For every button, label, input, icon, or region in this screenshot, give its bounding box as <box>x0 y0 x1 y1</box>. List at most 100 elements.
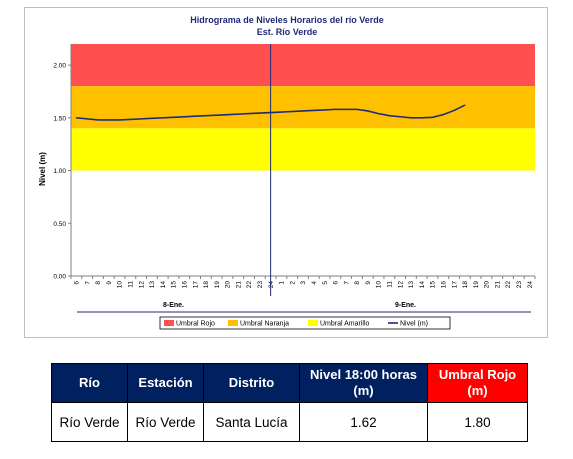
data-point <box>151 117 153 119</box>
header-nivel: Nivel 18:00 horas (m) <box>299 363 428 403</box>
data-point <box>323 109 326 111</box>
x-tick-label: 18 <box>203 281 210 289</box>
data-point <box>345 108 347 110</box>
x-tick-label: 19 <box>473 281 480 289</box>
legend-swatch-0 <box>164 320 174 326</box>
data-point <box>453 109 455 112</box>
x-tick-label: 21 <box>494 281 501 289</box>
x-tick-label: 8 <box>95 281 102 285</box>
legend-entry-label: Umbral Naranja <box>240 321 289 328</box>
threshold-band-1 <box>71 86 535 129</box>
data-point <box>194 115 196 117</box>
data-point <box>97 119 99 121</box>
x-tick-label: 24 <box>527 281 534 289</box>
data-point <box>248 113 250 115</box>
x-tick-label: 5 <box>322 281 329 285</box>
legend-entry-label: Umbral Amarillo <box>320 321 370 328</box>
data-point <box>129 118 131 120</box>
data-point <box>172 116 175 118</box>
day-label: 8-Ene. <box>163 302 184 309</box>
cell-distrito: Santa Lucía <box>203 402 300 442</box>
header-estacion: Estación <box>127 363 204 403</box>
data-point <box>377 113 380 115</box>
data-point <box>270 111 272 114</box>
hydrograph-chart: Hidrograma de Niveles Horarios del río V… <box>38 15 536 330</box>
data-point <box>108 119 110 121</box>
data-point <box>237 113 239 115</box>
threshold-band-0 <box>71 44 535 87</box>
chart-frame: Hidrograma de Niveles Horarios del río V… <box>24 7 548 338</box>
y-tick-label: 2.00 <box>53 63 66 70</box>
data-point <box>216 114 218 116</box>
x-tick-label: 10 <box>376 281 383 289</box>
x-tick-label: 7 <box>84 281 91 285</box>
data-point <box>86 118 88 120</box>
x-tick-label: 17 <box>192 281 199 289</box>
day-label: 9-Ene. <box>395 302 416 309</box>
x-tick-label: 16 <box>182 281 189 289</box>
data-point <box>205 115 207 117</box>
y-tick-label: 1.50 <box>53 115 66 122</box>
x-tick-label: 12 <box>397 281 404 289</box>
x-tick-label: 14 <box>160 281 167 289</box>
cell-estacion: Río Verde <box>127 402 204 442</box>
data-point <box>291 110 293 113</box>
data-point <box>313 109 315 112</box>
x-tick-label: 2 <box>289 281 296 285</box>
x-tick-label: 10 <box>117 281 124 289</box>
x-tick-label: 15 <box>171 281 178 289</box>
x-tick-label: 16 <box>440 281 447 289</box>
x-tick-label: 11 <box>387 281 394 288</box>
cell-nivel: 1.62 <box>299 402 428 442</box>
x-tick-label: 8 <box>354 281 361 285</box>
river-level-table: Río Estación Distrito Nivel 18:00 horas … <box>51 363 528 442</box>
data-point <box>162 117 164 119</box>
x-tick-label: 18 <box>462 281 469 289</box>
threshold-band-2 <box>71 128 535 171</box>
chart-title: Hidrograma de Niveles Horarios del río V… <box>190 15 384 25</box>
data-point <box>118 119 121 121</box>
data-point <box>334 108 336 110</box>
data-point <box>280 111 283 113</box>
data-point <box>140 118 142 120</box>
table-header-row: Río Estación Distrito Nivel 18:00 horas … <box>51 363 528 403</box>
y-axis-label: Nivel (m) <box>38 152 47 186</box>
x-tick-label: 22 <box>505 281 512 289</box>
x-tick-label: 20 <box>484 281 491 289</box>
data-point <box>75 117 77 119</box>
x-tick-label: 14 <box>419 281 426 289</box>
data-point <box>442 114 444 116</box>
x-tick-label: 20 <box>225 281 232 289</box>
data-point <box>367 110 369 112</box>
data-point <box>431 116 434 118</box>
data-point <box>302 110 304 112</box>
x-tick-label: 15 <box>430 281 437 289</box>
x-tick-label: 6 <box>74 281 81 285</box>
x-tick-label: 24 <box>268 281 275 289</box>
x-tick-label: 22 <box>246 281 253 289</box>
x-tick-label: 4 <box>311 281 318 285</box>
data-point <box>183 116 185 118</box>
table-row: Río Verde Río Verde Santa Lucía 1.62 1.8… <box>51 402 528 442</box>
data-point <box>356 108 358 110</box>
x-tick-label: 11 <box>128 281 135 288</box>
x-tick-label: 9 <box>365 281 372 285</box>
chart-subtitle: Est. Río Verde <box>257 27 318 37</box>
x-tick-label: 9 <box>106 281 113 285</box>
x-tick-label: 17 <box>451 281 458 289</box>
cell-umbral-rojo: 1.80 <box>427 402 528 442</box>
header-umbral-rojo: Umbral Rojo (m) <box>427 363 528 403</box>
x-tick-label: 7 <box>343 281 350 285</box>
data-point <box>388 115 390 117</box>
y-tick-label: 1.00 <box>53 168 66 175</box>
legend-swatch-2 <box>308 320 318 326</box>
header-rio: Río <box>51 363 128 403</box>
x-tick-label: 13 <box>408 281 415 289</box>
legend-swatch-1 <box>228 320 238 326</box>
data-point <box>399 116 401 118</box>
x-tick-label: 6 <box>333 281 340 285</box>
data-point <box>259 112 261 114</box>
data-point <box>226 114 229 116</box>
x-tick-label: 23 <box>516 281 523 289</box>
x-tick-label: 1 <box>279 281 286 285</box>
